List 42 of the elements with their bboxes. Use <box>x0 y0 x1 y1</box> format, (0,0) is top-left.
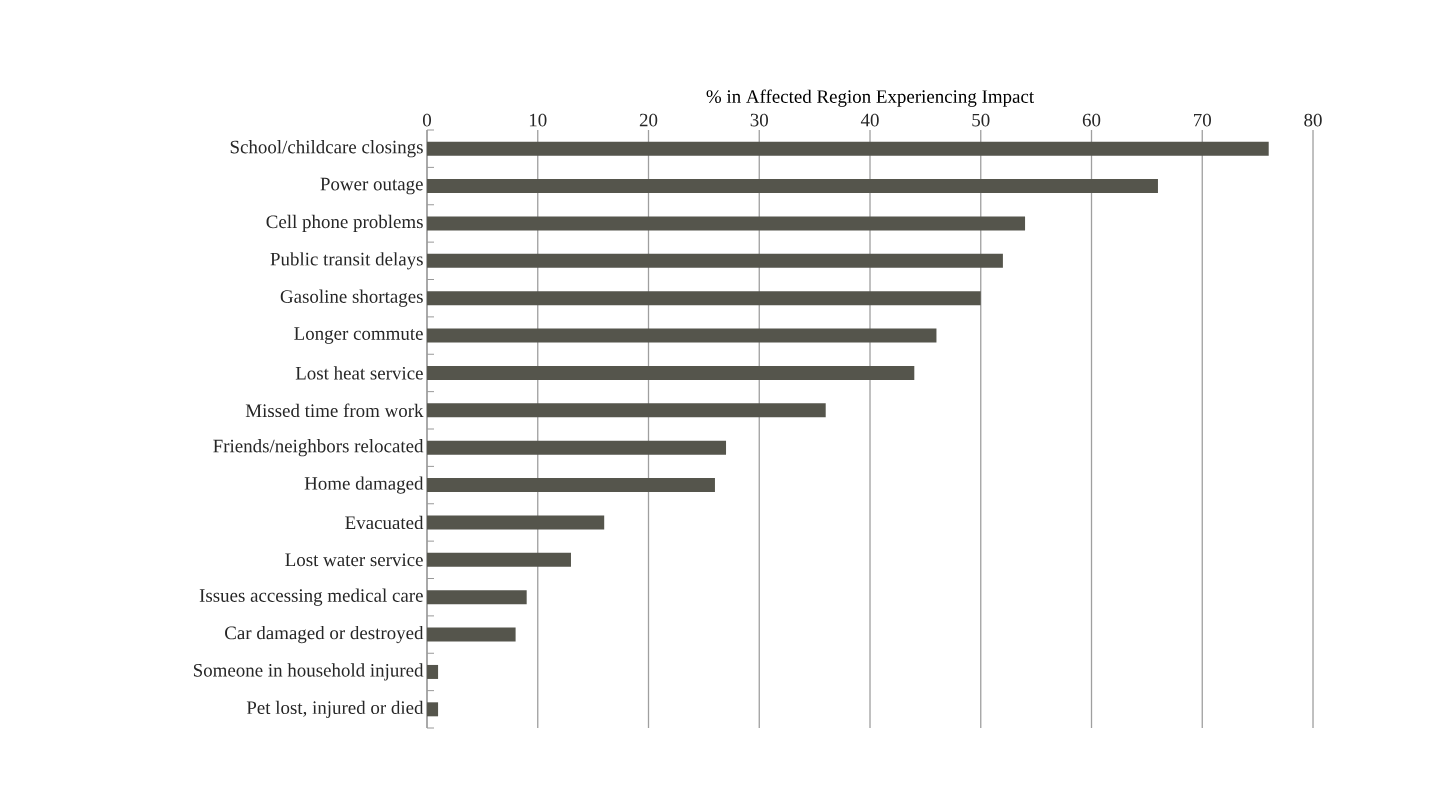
bar <box>427 515 605 530</box>
bar <box>427 552 571 567</box>
x-tick-label: 0 <box>422 113 431 127</box>
bar <box>427 253 1003 268</box>
bar <box>427 664 439 679</box>
y-tick-label: Car damaged or destroyed <box>225 625 424 644</box>
y-tick-label: Evacuated <box>345 515 424 530</box>
x-tick-label: 40 <box>860 113 879 127</box>
x-axis-title: % in Affected Region Experiencing Impact <box>706 89 1034 107</box>
x-tick-label: 60 <box>1082 113 1101 127</box>
y-tick-label: Public transit delays <box>270 252 423 270</box>
y-tick-label: Pet lost, injured or died <box>246 700 424 718</box>
y-tick-label: Longer commute <box>294 327 423 344</box>
bar <box>427 179 1158 194</box>
y-tick-label: Lost heat service <box>295 366 423 380</box>
y-tick-label: Power outage <box>320 177 423 195</box>
bar <box>427 365 915 380</box>
y-tick-label: Gasoline shortages <box>280 289 423 307</box>
x-tick-label: 30 <box>750 113 768 127</box>
x-tick-label: 50 <box>972 113 990 127</box>
x-tick-label: 70 <box>1194 113 1211 127</box>
y-tick-label: Cell phone problems <box>266 214 423 233</box>
bar <box>427 440 727 455</box>
bar <box>427 328 937 343</box>
bar <box>427 478 715 493</box>
bar <box>427 216 1026 231</box>
bar <box>427 403 826 418</box>
x-tick-label: 20 <box>639 113 658 127</box>
y-tick-label: Missed time from work <box>245 403 424 418</box>
y-tick-label: School/childcare closings <box>230 140 423 158</box>
x-tick-label: 10 <box>529 113 547 127</box>
bar <box>427 291 981 306</box>
bar <box>427 141 1269 156</box>
y-tick-label: Issues accessing medical care <box>199 588 423 606</box>
y-tick-label: Home damaged <box>304 476 424 494</box>
bar <box>427 627 516 642</box>
y-tick-label: Friends/neighbors relocated <box>213 439 424 457</box>
bar <box>427 702 439 717</box>
y-tick-label: Lost water service <box>285 553 423 567</box>
bar <box>427 590 527 605</box>
y-tick-label: Someone in household injured <box>193 663 424 681</box>
x-tick-label: 80 <box>1304 113 1322 127</box>
